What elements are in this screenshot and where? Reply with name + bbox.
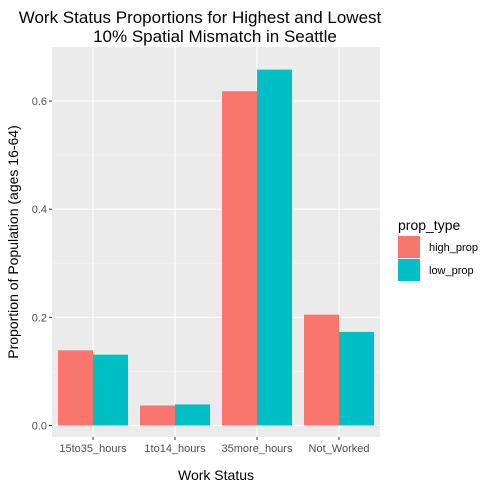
bar-low-prop-not-worked [339, 331, 374, 426]
x-tick-label: Not_Worked [309, 443, 370, 455]
bar-low-prop-15to35-hours [93, 354, 128, 426]
x-tick-label: 1to14_hours [144, 443, 206, 455]
y-axis-title: Proportion of Population (ages 16-64) [5, 125, 21, 358]
legend-label-low-prop: low_prop [429, 265, 474, 277]
bars-layer [58, 69, 374, 426]
chart-title-line-2: 10% Spatial Mismatch in Seattle [93, 27, 337, 46]
legend-key-high-prop [398, 236, 420, 258]
bar-high-prop-not-worked [304, 314, 339, 426]
legend-label-high-prop: high_prop [429, 242, 478, 254]
legend-title: prop_type [398, 217, 460, 233]
bar-high-prop-1to14-hours [140, 405, 175, 426]
bar-low-prop-35more-hours [257, 69, 292, 426]
x-tick-label: 15to35_hours [59, 443, 127, 455]
x-axis: 15to35_hours 1to14_hours 35more_hours Not_W… [59, 437, 369, 455]
bar-high-prop-35more-hours [222, 91, 257, 426]
y-tick-label: 0.4 [32, 204, 47, 216]
y-axis: 0.0 0.2 0.4 0.6 [32, 96, 52, 433]
chart-title-line-1: Work Status Proportions for Highest and … [19, 8, 382, 27]
y-tick-label: 0.6 [32, 96, 47, 108]
bar-low-prop-1to14-hours [175, 404, 210, 426]
legend-key-low-prop [398, 259, 420, 281]
legend: prop_type high_prop low_prop [398, 217, 478, 281]
y-tick-label: 0.0 [32, 421, 47, 433]
x-tick-label: 35more_hours [222, 443, 293, 455]
x-axis-title: Work Status [178, 467, 254, 483]
y-tick-label: 0.2 [32, 312, 47, 324]
bar-high-prop-15to35-hours [58, 350, 93, 426]
